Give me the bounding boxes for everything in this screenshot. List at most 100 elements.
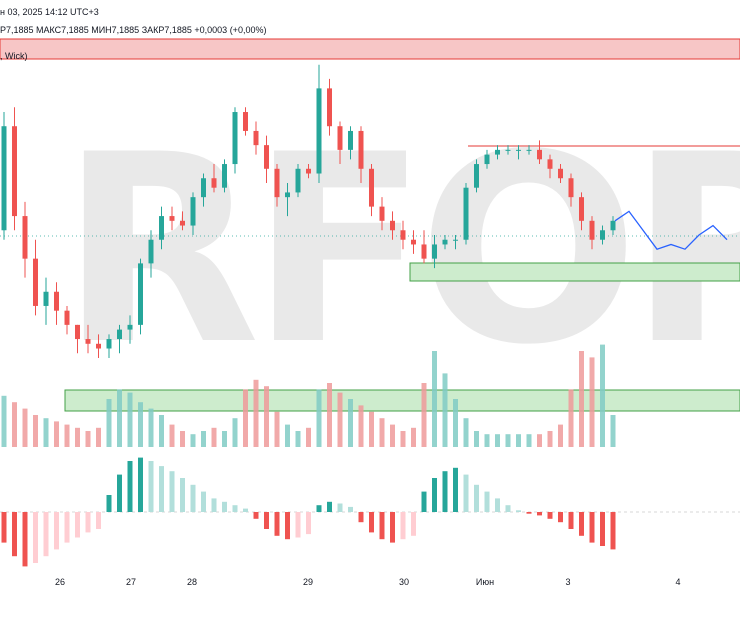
x-tick-label: 4 [675, 577, 680, 587]
oscillator-bar [411, 512, 416, 536]
oscillator-bar [54, 512, 59, 550]
oscillator-bar [117, 474, 122, 512]
x-tick-label: 27 [126, 577, 136, 587]
oscillator-bar [589, 512, 595, 543]
volume-bar [159, 415, 164, 447]
oscillator-bar [547, 512, 553, 519]
oscillator-bar [369, 512, 374, 533]
candle-body [54, 291, 59, 311]
candle-body [43, 291, 49, 306]
candle-body [379, 206, 385, 221]
volume-bar [327, 383, 332, 447]
volume-bar [306, 427, 311, 447]
x-tick-label: 28 [187, 577, 197, 587]
projection-line [614, 210, 728, 250]
oscillator-bar [148, 461, 154, 512]
candle-body [274, 168, 280, 198]
oscillator-bar [558, 512, 563, 523]
candle-body [117, 329, 122, 340]
volume-bar [22, 408, 28, 447]
volume-bars [1, 344, 616, 447]
zone-label: , Wick) [0, 51, 28, 61]
volume-bar [106, 399, 112, 447]
x-tick-label: 3 [565, 577, 570, 587]
candle-body [369, 168, 374, 207]
volume-bar [117, 389, 122, 447]
candle-body [568, 178, 574, 198]
volume-bar [222, 431, 227, 447]
candle-body [442, 239, 448, 245]
oscillator-bar [211, 498, 217, 512]
header-ohlc: Р7,1885 МАКС7,1885 МИН7,1885 ЗАКР7,1885 … [0, 25, 267, 35]
volume-bar [400, 431, 406, 447]
candle-body [85, 339, 91, 344]
candle-body [159, 216, 164, 240]
volume-bar [537, 434, 542, 447]
candle-body [400, 230, 406, 240]
volume-bar [96, 427, 101, 447]
oscillator-bar [138, 457, 143, 512]
candle-body [190, 197, 196, 226]
volume-bar [547, 431, 553, 447]
volume-bar [463, 418, 469, 447]
volume-bar [484, 434, 490, 447]
oscillator-bar [274, 512, 280, 536]
oscillator-bar [106, 495, 112, 512]
candle-body [411, 239, 416, 245]
volume-bar [442, 373, 448, 447]
oscillator-bar [285, 512, 290, 540]
volume-bar [558, 424, 563, 447]
oscillator-bar [22, 512, 28, 567]
candle-body [537, 149, 542, 160]
volume-bar [285, 424, 290, 447]
volume-bar [337, 392, 343, 447]
oscillator-bar [537, 512, 542, 516]
x-tick-label: Июн [476, 577, 494, 587]
oscillator-bar [64, 512, 70, 543]
candle-body [579, 197, 584, 221]
candle-body [22, 216, 28, 259]
oscillator-bar [75, 512, 80, 538]
oscillator-bar [190, 484, 196, 512]
candle-body [33, 258, 38, 306]
volume-bar [148, 408, 154, 447]
support-zone-upper [409, 262, 740, 282]
volume-bar [610, 415, 616, 447]
oscillator-bar [421, 491, 427, 512]
oscillator-bar [169, 471, 175, 512]
candle-body [1, 126, 7, 231]
oscillator-bar [379, 512, 385, 540]
support-zone-lower [64, 389, 740, 412]
candle-body [222, 164, 227, 188]
candle-body [453, 239, 458, 241]
candlesticks [1, 64, 616, 358]
volume-bar [421, 383, 427, 447]
oscillator-bar [127, 461, 133, 512]
oscillator-bar [180, 478, 185, 512]
x-tick-label: 26 [55, 577, 65, 587]
candle-body [264, 145, 269, 169]
oscillator-bar [201, 491, 206, 512]
oscillator-bar [1, 512, 7, 543]
oscillator-bar [568, 512, 574, 529]
volume-bar [316, 389, 322, 447]
candle-body [64, 310, 70, 325]
oscillator-bar [264, 512, 269, 529]
volume-bar [516, 434, 521, 447]
candle-body [75, 324, 80, 340]
volume-bar [190, 434, 196, 447]
level-lines [0, 145, 740, 513]
volume-bar [379, 418, 385, 447]
volume-bar [12, 402, 17, 447]
candle-body [211, 178, 217, 188]
oscillator-bar [505, 505, 511, 512]
oscillator-bar [295, 512, 301, 538]
candle-body [96, 343, 101, 349]
candle-body [526, 149, 532, 151]
oscillator-bar [526, 512, 532, 514]
candle-body [337, 126, 343, 150]
oscillator-bar [33, 512, 38, 563]
candle-body [327, 88, 332, 127]
candle-body [138, 263, 143, 325]
